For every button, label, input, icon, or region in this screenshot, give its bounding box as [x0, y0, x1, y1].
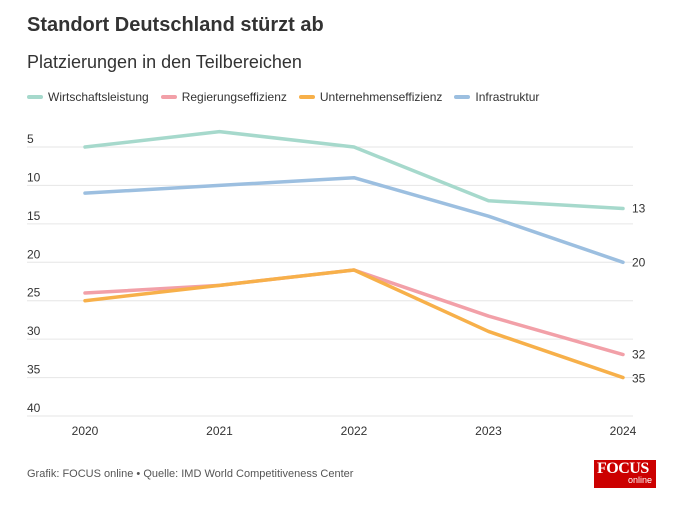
- logo-subtext: online: [627, 475, 652, 485]
- y-tick-label: 20: [27, 247, 41, 261]
- legend-item-unternehmenseffizienz[interactable]: Unternehmenseffizienz: [298, 90, 443, 104]
- grid-lines: [27, 146, 633, 417]
- legend-swatch: [454, 95, 471, 99]
- series-line-wirtschaftsleistung: [83, 129, 625, 211]
- x-tick-label: 2024: [610, 424, 637, 438]
- legend-item-wirtschaftsleistung[interactable]: Wirtschaftsleistung: [27, 90, 149, 104]
- y-tick-label: 30: [27, 324, 41, 338]
- end-label: 13: [632, 201, 646, 215]
- y-tick-label: 35: [27, 363, 41, 377]
- series-line-regierungseffizienz: [83, 268, 625, 357]
- legend-item-regierungseffizienz[interactable]: Regierungseffizienz: [160, 90, 287, 104]
- y-tick-label: 15: [27, 209, 41, 223]
- x-tick-label: 2021: [206, 424, 233, 438]
- y-tick-label: 25: [27, 286, 41, 300]
- legend-label: Regierungseffizienz: [181, 90, 287, 104]
- chart-subtitle: Platzierungen in den Teilbereichen: [27, 52, 302, 72]
- legend-label: Wirtschaftsleistung: [48, 90, 149, 104]
- x-tick-label: 2023: [475, 424, 502, 438]
- end-label: 35: [632, 372, 646, 386]
- x-tick-label: 2020: [72, 424, 99, 438]
- x-axis-ticks: 2020 2021 2022 2023 2024: [72, 424, 637, 438]
- series-line-infrastruktur: [83, 175, 625, 265]
- x-tick-label: 2022: [341, 424, 368, 438]
- y-tick-label: 5: [27, 132, 34, 146]
- y-axis-ticks: 5 10 15 20 25 30 35 40: [27, 132, 41, 415]
- legend-label: Infrastruktur: [475, 90, 540, 104]
- end-label: 20: [632, 255, 646, 269]
- legend: Wirtschaftsleistung Regierungseffizienz …: [27, 90, 539, 104]
- focus-online-logo[interactable]: FOCUS online: [594, 460, 656, 488]
- line-chart: 5 10 15 20 25 30 35 40 2020 2021 2022 2023 2024 13 3…: [27, 129, 646, 438]
- source-footer: Grafik: FOCUS online • Quelle: IMD World…: [27, 468, 354, 480]
- legend-item-infrastruktur[interactable]: Infrastruktur: [454, 90, 539, 104]
- legend-label: Unternehmenseffizienz: [319, 90, 443, 104]
- series-line-unternehmenseffizienz: [83, 268, 625, 380]
- y-tick-label: 10: [27, 170, 41, 184]
- end-label: 32: [632, 348, 646, 362]
- legend-swatch: [160, 95, 177, 99]
- legend-swatch: [298, 95, 315, 99]
- chart-title: Standort Deutschland stürzt ab: [27, 14, 324, 36]
- y-tick-label: 40: [27, 401, 41, 415]
- logo-text: FOCUS: [597, 460, 649, 477]
- series-lines: [83, 129, 625, 380]
- legend-swatch: [27, 95, 43, 99]
- end-labels: 13 32 35 20: [632, 201, 646, 385]
